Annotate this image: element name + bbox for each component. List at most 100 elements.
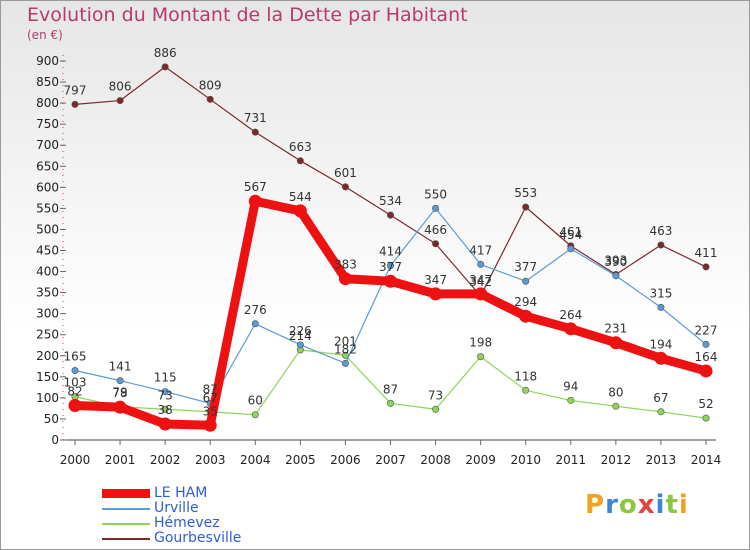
data-label: 82: [67, 384, 82, 398]
data-point: [519, 309, 533, 323]
data-label: 414: [379, 245, 402, 259]
y-tick-label: 150: [36, 370, 59, 384]
chart-unit-label: (en €): [27, 28, 63, 42]
data-label: 347: [469, 273, 492, 287]
legend-swatch: [102, 538, 150, 540]
data-point: [522, 203, 530, 211]
logo-letter: o: [618, 490, 638, 520]
data-label: 35: [203, 404, 218, 418]
data-point: [341, 183, 349, 191]
data-label: 553: [514, 186, 537, 200]
data-label: 115: [154, 371, 177, 385]
y-tick-label: 350: [36, 286, 59, 300]
data-label: 67: [203, 391, 218, 405]
data-point: [248, 194, 262, 208]
x-tick-label: 2014: [691, 453, 722, 467]
data-point: [609, 336, 623, 350]
x-tick-label: 2006: [330, 453, 361, 467]
legend-swatch: [102, 489, 150, 498]
y-tick-label: 400: [36, 265, 59, 279]
data-point: [477, 353, 485, 361]
x-tick-label: 2007: [375, 453, 406, 467]
data-label: 601: [334, 166, 357, 180]
data-point: [386, 399, 394, 407]
data-point: [161, 63, 169, 71]
y-tick-label: 0: [51, 433, 59, 447]
x-tick-label: 2008: [420, 453, 451, 467]
y-tick-label: 600: [36, 180, 59, 194]
data-label: 67: [653, 391, 668, 405]
data-label: 227: [695, 323, 718, 337]
data-point: [68, 398, 82, 412]
data-point: [567, 245, 575, 253]
data-label: 214: [289, 329, 312, 343]
data-point: [116, 377, 124, 385]
data-point: [251, 128, 259, 136]
data-label: 417: [469, 243, 492, 257]
data-label: 390: [604, 255, 627, 269]
data-point: [384, 274, 397, 288]
x-tick-label: 2004: [240, 453, 271, 467]
y-tick-label: 900: [36, 54, 59, 68]
data-point: [386, 262, 394, 270]
data-label: 294: [514, 295, 537, 309]
data-point: [251, 411, 259, 419]
data-point: [432, 405, 440, 413]
data-point: [161, 405, 169, 413]
legend-swatch: [102, 508, 150, 510]
data-label: 201: [334, 334, 357, 348]
legend-label: Urville: [154, 500, 199, 516]
data-label: 463: [649, 224, 672, 238]
data-label: 94: [563, 379, 578, 393]
data-point: [386, 211, 394, 219]
data-point: [296, 341, 304, 349]
data-point: [612, 402, 620, 410]
chart-title: Evolution du Montant de la Dette par Hab…: [27, 4, 468, 26]
y-tick-label: 250: [36, 328, 59, 342]
data-point: [699, 364, 713, 378]
y-tick-label: 800: [36, 96, 59, 110]
y-tick-label: 550: [36, 201, 59, 215]
y-tick-label: 50: [44, 412, 59, 426]
legend-item-hemevez[interactable]: Hémevez: [102, 515, 262, 531]
data-label: 264: [559, 308, 582, 322]
data-point: [612, 272, 620, 280]
x-tick-label: 2002: [150, 453, 181, 467]
data-label: 534: [379, 194, 402, 208]
data-point: [296, 157, 304, 165]
legend-swatch: [102, 523, 150, 525]
data-label: 347: [424, 273, 447, 287]
data-label: 73: [428, 388, 443, 402]
data-point: [702, 340, 710, 348]
logo-letter: i: [655, 490, 666, 520]
data-label: 663: [289, 140, 312, 154]
data-label: 806: [109, 80, 132, 94]
data-point: [203, 418, 217, 432]
logo-letter: t: [665, 490, 679, 520]
data-label: 164: [695, 350, 718, 364]
data-label: 377: [379, 260, 402, 274]
data-label: 544: [289, 190, 312, 204]
data-label: 60: [248, 394, 263, 408]
data-label: 731: [244, 111, 267, 125]
data-label: 231: [604, 322, 627, 336]
data-point: [564, 322, 578, 336]
y-tick-label: 100: [36, 391, 59, 405]
data-label: 73: [158, 388, 173, 402]
data-label: 194: [649, 337, 672, 351]
data-point: [522, 386, 530, 394]
legend-item-urville[interactable]: Urville: [102, 500, 262, 516]
data-label: 226: [289, 324, 312, 338]
data-label: 182: [334, 342, 357, 356]
data-label: 411: [695, 246, 718, 260]
data-label: 52: [698, 397, 713, 411]
data-point: [432, 240, 440, 248]
legend-label: Hémevez: [154, 515, 220, 531]
data-point: [161, 388, 169, 396]
y-tick-label: 750: [36, 117, 59, 131]
legend-item-gourbesville[interactable]: Gourbesville: [102, 530, 262, 546]
legend-item-le-ham[interactable]: LE HAM: [102, 485, 262, 501]
y-tick-label: 200: [36, 349, 59, 363]
data-point: [474, 287, 488, 301]
